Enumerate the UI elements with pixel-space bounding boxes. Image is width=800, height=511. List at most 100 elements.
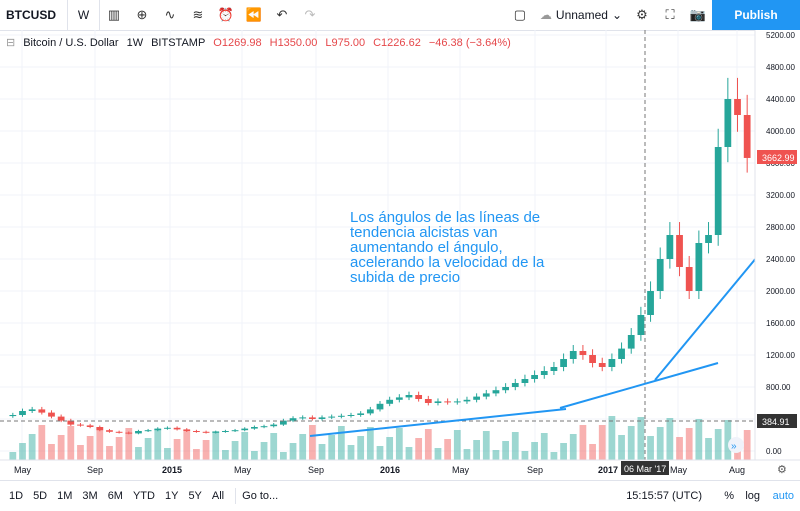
volume-bar (511, 432, 519, 460)
log-toggle[interactable]: log (745, 490, 760, 502)
price-tick: 4400.00 (766, 95, 795, 104)
auto-toggle[interactable]: auto (772, 490, 794, 502)
volume-bar (231, 441, 239, 460)
candle-body (531, 375, 538, 379)
divider (235, 488, 237, 504)
undo-icon[interactable]: ↶ (276, 7, 288, 22)
add-icon[interactable]: ⊕ (136, 7, 148, 22)
legend-low: L975.00 (325, 36, 366, 49)
range-5y-button[interactable]: 5Y (188, 490, 202, 502)
range-1y-button[interactable]: 1Y (164, 490, 179, 502)
candle-body (28, 409, 36, 411)
range-5d-button[interactable]: 5D (33, 490, 48, 502)
candle-body (685, 267, 693, 291)
trendline-3[interactable] (654, 256, 758, 381)
range-3m-button[interactable]: 3M (82, 490, 98, 502)
time-tick: Sep (308, 465, 324, 475)
trendline-2[interactable] (559, 362, 719, 409)
range-1m-button[interactable]: 1M (57, 490, 73, 502)
price-tick: 800.00 (766, 383, 791, 392)
candle-body (386, 399, 394, 404)
volume-bar (164, 448, 171, 460)
camera-icon[interactable]: 📷 (689, 7, 707, 22)
candle-body (241, 428, 249, 431)
range-ytd-button[interactable]: YTD (132, 490, 155, 502)
volume-bar (415, 438, 423, 460)
candle-body (77, 424, 84, 426)
settings-gear-icon[interactable]: ⚙ (777, 464, 787, 476)
time-tick: May (14, 465, 32, 475)
candle-body (492, 390, 500, 394)
candle-body (173, 427, 181, 430)
fullscreen-icon[interactable]: ⛶ (665, 7, 675, 22)
volume-bar (589, 444, 596, 460)
candles-icon[interactable]: ▥ (107, 7, 121, 22)
scroll-right-button[interactable] (728, 437, 744, 453)
goto-button[interactable]: Go to... (242, 490, 279, 502)
publish-button[interactable]: Publish (712, 0, 800, 30)
range-all-button[interactable]: All (211, 490, 225, 502)
percent-toggle[interactable]: % (724, 490, 734, 502)
volume-bar (550, 452, 558, 460)
candle-body (405, 395, 413, 398)
candle-body (212, 431, 220, 433)
candle-body (231, 430, 239, 432)
candle-body (453, 401, 461, 403)
volume-bar (705, 438, 712, 460)
interval-button[interactable]: W (68, 0, 100, 30)
replay-icon[interactable]: ⏪ (245, 7, 263, 22)
layout-name-button[interactable]: ☁ Unnamed ⌄ (534, 0, 628, 30)
candle-body (647, 291, 654, 315)
candle-body (589, 355, 596, 363)
volume-bar (77, 445, 84, 460)
candle-body (511, 383, 519, 387)
legend-interval: 1W (126, 36, 144, 49)
volume-bar (48, 444, 55, 460)
candle-body (135, 431, 142, 434)
time-tick: 2017 (598, 465, 618, 475)
candle-body (357, 413, 365, 415)
collapse-legend-icon[interactable]: ⊟ (6, 37, 16, 49)
annotation-text[interactable]: Los ángulos de las líneas de tendencia a… (350, 209, 545, 286)
range-6m-button[interactable]: 6M (107, 490, 123, 502)
gear-icon[interactable]: ⚙ (636, 7, 648, 22)
candle-body (463, 399, 471, 402)
volume-bar (434, 448, 442, 460)
compare-icon[interactable]: ∿ (164, 7, 176, 22)
volume-bar (67, 426, 75, 460)
candle-body (521, 379, 529, 383)
alert-icon[interactable]: ⏰ (217, 7, 235, 22)
chevron-down-icon: ⌄ (611, 8, 622, 22)
layout-icon[interactable]: ▢ (513, 7, 527, 22)
volume-bar (569, 434, 577, 460)
volume-bar (193, 449, 200, 460)
volume-bar (308, 425, 316, 460)
price-tick: 1200.00 (766, 351, 795, 360)
volume-bar (473, 440, 481, 460)
candle-body (618, 348, 625, 359)
price-tick: 5200.00 (766, 31, 795, 40)
candle-body (482, 393, 490, 397)
chart-svg[interactable]: 5200.004800.004400.004000.003600.003200.… (0, 30, 800, 480)
volume-bar (502, 441, 509, 460)
symbol-search-button[interactable]: BTCUSD (0, 0, 68, 30)
candle-body (183, 429, 191, 431)
candle-body (714, 147, 722, 235)
candle-body (222, 431, 229, 432)
price-tick: 4000.00 (766, 127, 795, 136)
candle-body (424, 399, 432, 403)
legend: ⊟ Bitcoin / U.S. Dollar 1W BITSTAMP O126… (6, 36, 511, 50)
chart-area[interactable]: 5200.004800.004400.004000.003600.003200.… (0, 30, 800, 480)
range-1d-button[interactable]: 1D (9, 490, 24, 502)
volume-bar (695, 419, 703, 460)
volume-bar (318, 444, 326, 460)
candle-body (144, 430, 152, 432)
trendline-1[interactable] (309, 408, 567, 437)
volume-bar (724, 420, 732, 460)
redo-icon[interactable]: ↷ (304, 7, 316, 22)
clock[interactable]: 15:15:57 (UTC) (626, 490, 702, 502)
indicators-icon[interactable]: ≋ (192, 7, 204, 22)
candle-body (608, 359, 616, 367)
volume-bar (647, 436, 654, 460)
volume-bar (299, 434, 307, 460)
